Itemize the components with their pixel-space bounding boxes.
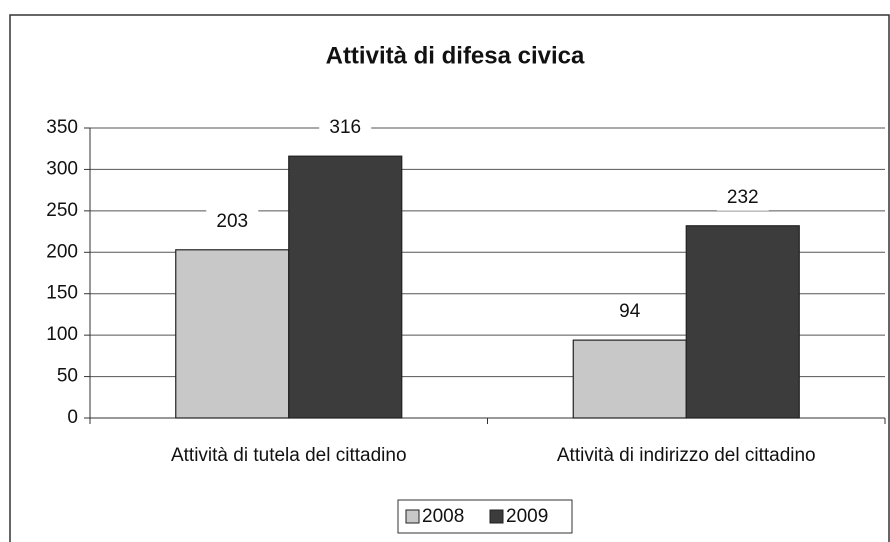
data-label: 232 (727, 187, 759, 208)
y-tick-label: 150 (46, 283, 78, 304)
y-tick-label: 100 (46, 324, 78, 345)
y-tick-label: 50 (57, 366, 78, 387)
legend-label: 2008 (422, 506, 464, 527)
data-label-bg (319, 115, 372, 142)
data-label-bg (716, 184, 769, 211)
legend-swatch (405, 509, 420, 524)
x-tick-label: Attività di tutela del cittadino (171, 445, 407, 466)
data-label: 203 (216, 211, 248, 232)
legend-box (397, 499, 573, 534)
data-label: 316 (329, 117, 361, 138)
bar (175, 249, 290, 419)
chart-title: Attività di difesa civica (326, 42, 585, 69)
y-tick-label: 300 (46, 158, 78, 179)
y-tick-label: 0 (67, 407, 78, 428)
legend-label: 2009 (506, 506, 548, 527)
data-label: 94 (619, 301, 641, 322)
bar (288, 155, 403, 419)
y-tick-label: 200 (46, 241, 78, 262)
data-label-bg (206, 208, 259, 235)
bar (685, 225, 800, 419)
x-tick-label: Attività di indirizzo del cittadino (557, 445, 816, 466)
data-label-bg (603, 299, 656, 326)
y-tick-label: 250 (46, 200, 78, 221)
y-tick-label: 350 (46, 117, 78, 138)
legend-swatch (489, 509, 504, 524)
bar (572, 339, 687, 419)
